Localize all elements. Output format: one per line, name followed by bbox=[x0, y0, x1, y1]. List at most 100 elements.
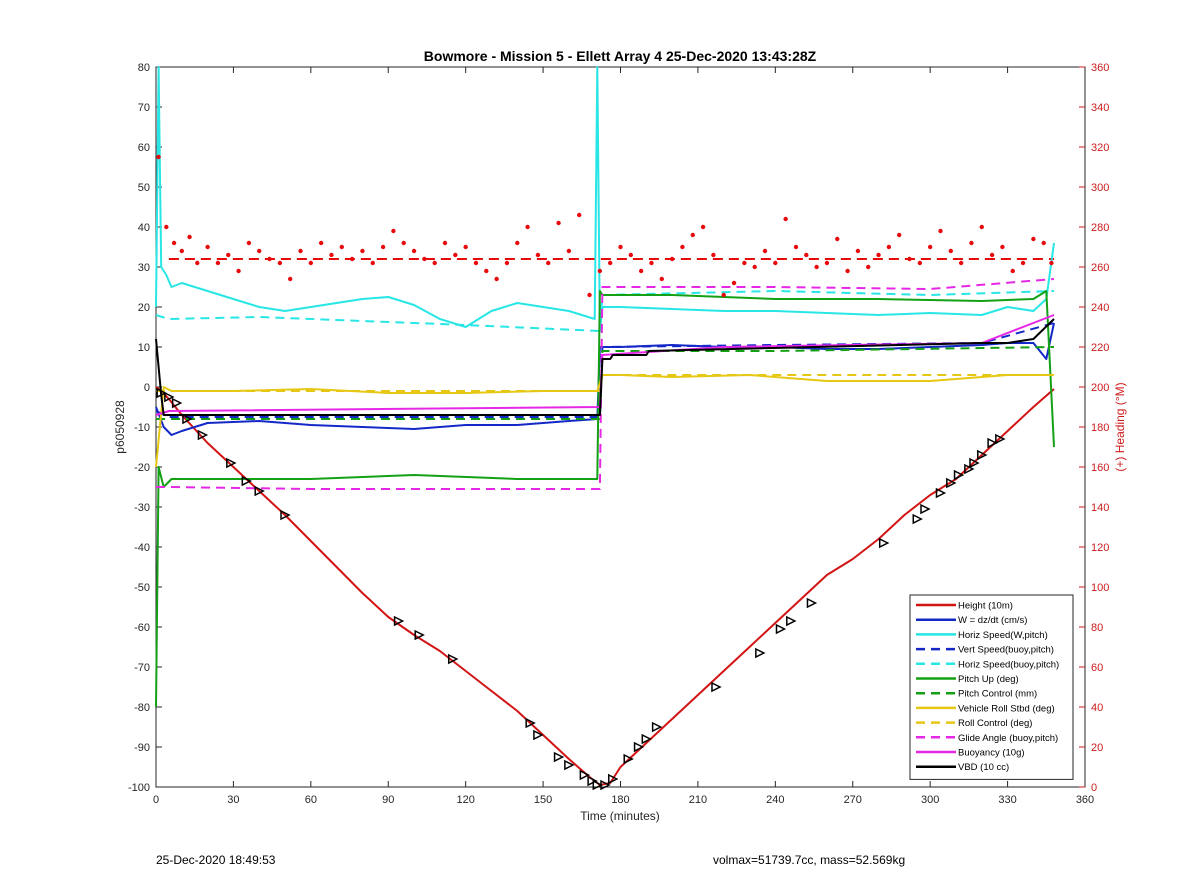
heading-dot bbox=[442, 240, 448, 246]
heading-dot bbox=[835, 236, 840, 242]
heading-dot bbox=[257, 248, 262, 254]
series-line-7 bbox=[155, 374, 1054, 468]
heading-dot bbox=[277, 260, 283, 266]
series-line-3 bbox=[155, 322, 1055, 418]
waypoint-marker bbox=[623, 753, 634, 765]
heading-dot bbox=[669, 256, 675, 262]
waypoint-marker bbox=[651, 721, 663, 733]
heading-dot bbox=[236, 268, 241, 274]
heading-dot bbox=[504, 260, 510, 266]
heading-dot bbox=[463, 244, 468, 250]
heading-dot bbox=[370, 260, 375, 266]
heading-dot bbox=[607, 260, 613, 266]
x-tick-label: 240 bbox=[766, 794, 784, 806]
heading-dot bbox=[179, 248, 185, 254]
heading-dot bbox=[1020, 260, 1026, 266]
x-axis-label: Time (minutes) bbox=[580, 809, 660, 823]
waypoint-marker bbox=[393, 615, 405, 627]
heading-dot bbox=[473, 260, 479, 266]
y-right-tick-label: 40 bbox=[1091, 702, 1103, 714]
y-right-tick-label: 0 bbox=[1091, 782, 1097, 794]
y-tick-label: 10 bbox=[138, 342, 150, 354]
waypoint-marker bbox=[280, 509, 291, 521]
y-tick-label: -80 bbox=[134, 702, 150, 714]
x-tick-label: 330 bbox=[998, 794, 1016, 806]
heading-dot bbox=[453, 252, 458, 258]
heading-dot bbox=[525, 224, 530, 230]
y-axis-right-label: (+) Heading (°M) bbox=[1113, 382, 1127, 471]
waypoint-marker bbox=[775, 623, 787, 635]
y-right-tick-label: 20 bbox=[1091, 742, 1103, 754]
y-right-tick-label: 320 bbox=[1091, 142, 1109, 154]
heading-dot bbox=[360, 248, 365, 254]
heading-dot bbox=[938, 228, 943, 234]
y-tick-label: -50 bbox=[134, 582, 150, 594]
heading-dot bbox=[205, 244, 210, 250]
legend-entry: W = dz/dt (cm/s) bbox=[958, 615, 1027, 626]
waypoint-marker bbox=[587, 775, 598, 787]
heading-dot bbox=[484, 268, 489, 274]
x-tick-label: 180 bbox=[611, 794, 629, 806]
heading-dot bbox=[1000, 244, 1005, 250]
y-tick-label: 20 bbox=[138, 302, 150, 314]
waypoint-marker bbox=[935, 487, 947, 499]
waypoint-marker bbox=[414, 629, 425, 641]
waypoint-marker bbox=[995, 433, 1006, 445]
heading-dot bbox=[597, 268, 603, 274]
waypoint-marker bbox=[946, 477, 957, 489]
waypoint-marker bbox=[197, 429, 209, 441]
waypoint-marker bbox=[564, 759, 575, 771]
x-tick-label: 360 bbox=[1076, 794, 1094, 806]
y-tick-label: -10 bbox=[134, 422, 150, 434]
heading-dot bbox=[866, 264, 871, 270]
heading-dot bbox=[638, 268, 644, 274]
heading-dot bbox=[700, 224, 706, 230]
heading-dot bbox=[349, 256, 355, 262]
heading-dot bbox=[855, 248, 861, 254]
waypoint-marker bbox=[912, 513, 923, 525]
heading-dot bbox=[690, 232, 695, 238]
waypoint-marker bbox=[553, 751, 565, 763]
heading-dot bbox=[391, 228, 396, 234]
legend-box bbox=[909, 594, 1074, 780]
y-tick-label: 70 bbox=[138, 102, 150, 114]
x-tick-label: 90 bbox=[382, 794, 394, 806]
heading-dot bbox=[804, 252, 809, 258]
heading-dot bbox=[907, 256, 912, 262]
waypoint-marker bbox=[579, 769, 591, 781]
x-tick-label: 270 bbox=[844, 794, 862, 806]
heading-dot bbox=[246, 240, 252, 246]
y-axis-label: p6050928 bbox=[113, 400, 127, 454]
heading-dot bbox=[814, 264, 819, 270]
heading-dot bbox=[494, 276, 499, 282]
heading-dot bbox=[897, 232, 902, 238]
heading-dot bbox=[721, 292, 726, 298]
heading-dot bbox=[566, 248, 572, 254]
legend: Height (10m) W = dz/dt (cm/s) Horiz Speed(… bbox=[909, 594, 1074, 780]
heading-dot bbox=[917, 260, 923, 266]
series-line-10 bbox=[155, 314, 1055, 416]
legend-entry: Horiz Speed(buoy,pitch) bbox=[958, 659, 1059, 670]
y-tick-label: 0 bbox=[144, 382, 150, 394]
legend-entry: Buoyancy (10g) bbox=[958, 748, 1025, 759]
series-line-1 bbox=[155, 322, 1055, 436]
heading-dot bbox=[298, 248, 303, 254]
heading-dot bbox=[171, 240, 177, 246]
waypoint-marker bbox=[254, 485, 265, 497]
series-line-4 bbox=[155, 290, 1055, 332]
waypoint-marker bbox=[953, 469, 965, 481]
y-right-tick-label: 180 bbox=[1091, 422, 1109, 434]
heading-dot bbox=[329, 252, 334, 258]
waypoint-marker bbox=[969, 457, 980, 469]
heading-dot bbox=[824, 260, 830, 266]
heading-dot bbox=[793, 244, 799, 250]
y-right-tick-label: 80 bbox=[1091, 622, 1103, 634]
heading-dot bbox=[318, 240, 324, 246]
waypoint-marker bbox=[156, 387, 167, 399]
waypoint-marker bbox=[171, 397, 183, 409]
heading-dot bbox=[164, 224, 169, 230]
heading-dot bbox=[577, 212, 582, 218]
y-tick-label: 80 bbox=[138, 62, 150, 74]
heading-dot bbox=[927, 244, 933, 250]
series-line-2 bbox=[155, 66, 1055, 332]
